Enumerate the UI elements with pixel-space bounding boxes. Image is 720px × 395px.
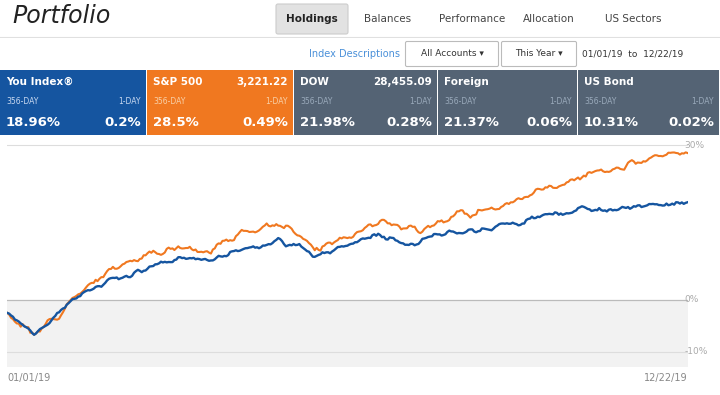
Text: Allocation: Allocation: [523, 14, 575, 24]
Text: Performance: Performance: [439, 14, 505, 24]
Bar: [438, 70, 577, 135]
Text: S&P 500: S&P 500: [153, 77, 202, 87]
Bar: [7, 300, 688, 367]
Text: 3,221.22: 3,221.22: [236, 77, 288, 87]
Text: 356-DAY: 356-DAY: [300, 96, 333, 105]
FancyBboxPatch shape: [405, 41, 498, 66]
FancyBboxPatch shape: [276, 4, 348, 34]
Text: 18.96%: 18.96%: [6, 115, 61, 128]
Polygon shape: [189, 143, 205, 155]
Text: 356-DAY: 356-DAY: [153, 96, 185, 105]
Text: Portfolio: Portfolio: [12, 4, 110, 28]
Text: 356-DAY: 356-DAY: [6, 96, 38, 105]
Bar: [578, 70, 719, 135]
Text: 0.28%: 0.28%: [386, 115, 432, 128]
Text: You Index®: You Index®: [6, 77, 73, 87]
Bar: [147, 70, 293, 135]
Text: 356-DAY: 356-DAY: [584, 96, 616, 105]
Bar: [0, 70, 146, 135]
Bar: [294, 70, 437, 135]
Text: 01/01/19: 01/01/19: [7, 374, 50, 384]
Text: 1-DAY: 1-DAY: [119, 96, 141, 105]
Text: 12/22/19: 12/22/19: [644, 374, 688, 384]
Text: This Year ▾: This Year ▾: [516, 49, 563, 58]
Text: 0.02%: 0.02%: [668, 115, 714, 128]
Text: 356-DAY: 356-DAY: [444, 96, 477, 105]
Text: US Bond: US Bond: [584, 77, 634, 87]
FancyBboxPatch shape: [502, 41, 577, 66]
Text: 0.06%: 0.06%: [526, 115, 572, 128]
Text: Holdings: Holdings: [286, 14, 338, 24]
Text: 21.98%: 21.98%: [300, 115, 355, 128]
Polygon shape: [42, 143, 58, 155]
Text: US Sectors: US Sectors: [605, 14, 661, 24]
Text: 1-DAY: 1-DAY: [549, 96, 572, 105]
Text: All Accounts ▾: All Accounts ▾: [420, 49, 483, 58]
Text: 28.5%: 28.5%: [153, 115, 199, 128]
Text: 1-DAY: 1-DAY: [691, 96, 714, 105]
Text: 1-DAY: 1-DAY: [266, 96, 288, 105]
Text: 28,455.09: 28,455.09: [373, 77, 432, 87]
Text: DOW: DOW: [300, 77, 329, 87]
Text: -10%: -10%: [685, 347, 708, 356]
Text: 10.31%: 10.31%: [584, 115, 639, 128]
Text: 01/01/19  to  12/22/19: 01/01/19 to 12/22/19: [582, 49, 683, 58]
Text: 0%: 0%: [685, 295, 699, 305]
Text: Index Descriptions: Index Descriptions: [309, 49, 400, 59]
Text: 0.2%: 0.2%: [104, 115, 141, 128]
Text: 0.49%: 0.49%: [242, 115, 288, 128]
Text: 1-DAY: 1-DAY: [410, 96, 432, 105]
Text: 30%: 30%: [685, 141, 705, 150]
Text: Foreign: Foreign: [444, 77, 489, 87]
Text: Balances: Balances: [364, 14, 412, 24]
Text: 21.37%: 21.37%: [444, 115, 499, 128]
